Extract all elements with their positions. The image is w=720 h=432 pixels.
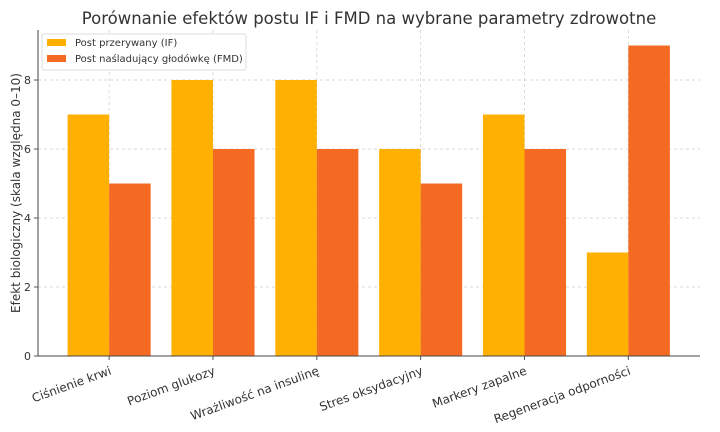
legend-swatch-fmd	[47, 55, 66, 62]
y-tick-label: 6	[24, 143, 31, 156]
bars	[67, 45, 670, 357]
bar-fmd-0	[109, 183, 151, 356]
bar-if-4	[482, 114, 525, 356]
axes	[37, 30, 700, 357]
bar-if-0	[67, 114, 110, 356]
y-tick-label: 2	[24, 281, 31, 294]
bar-fmd-1	[212, 149, 255, 356]
y-tick-label: 4	[24, 212, 31, 225]
bar-fmd-4	[524, 149, 567, 356]
bar-fmd-2	[316, 149, 359, 356]
y-tick-label: 0	[24, 350, 31, 363]
y-axis-label: Efekt biologiczny (skala względna 0–10)	[9, 73, 23, 313]
y-tick-label: 8	[24, 74, 31, 87]
legend-label-if: Post przerywany (IF)	[75, 38, 177, 49]
bar-if-1	[171, 80, 213, 356]
bar-if-5	[586, 252, 629, 356]
bar-fmd-3	[420, 183, 463, 356]
bar-if-2	[275, 80, 317, 356]
bar-fmd-5	[628, 45, 670, 357]
x-tick-label: Stres oksydacyjny	[318, 364, 425, 414]
y-ticks: 0 2 4 6 8	[24, 74, 38, 363]
x-tick-label: Markery zapalne	[430, 364, 528, 411]
x-tick-label: Poziom glukozy	[125, 364, 217, 409]
legend-label-fmd: Post naśladujący głodówkę (FMD)	[75, 53, 243, 65]
chart-title: Porównanie efektów postu IF i FMD na wyb…	[82, 9, 656, 28]
bar-if-3	[379, 149, 421, 356]
legend-swatch-if	[47, 39, 66, 46]
x-tick-label: Ciśnienie krwi	[30, 364, 113, 406]
legend: Post przerywany (IF) Post naśladujący gł…	[41, 33, 247, 71]
